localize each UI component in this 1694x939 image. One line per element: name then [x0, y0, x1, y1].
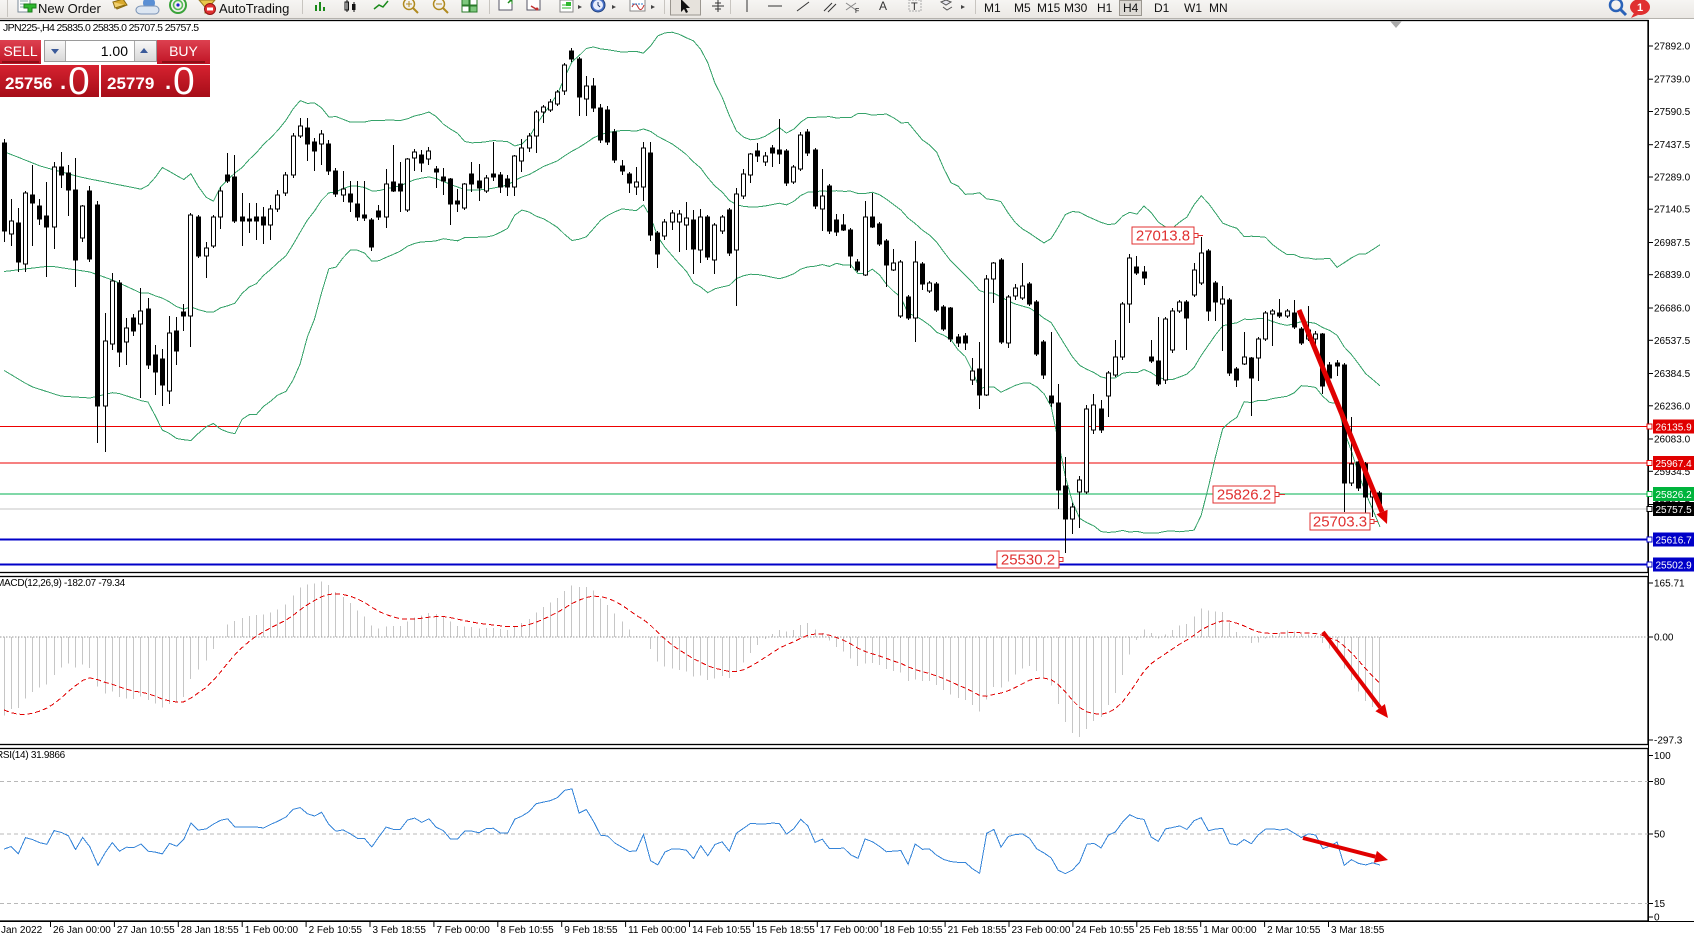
- svg-text:27590.5: 27590.5: [1654, 107, 1691, 118]
- svg-text:25703.3: 25703.3: [1313, 514, 1367, 531]
- svg-text:25967.4: 25967.4: [1656, 459, 1693, 470]
- svg-text:80: 80: [1654, 777, 1666, 788]
- svg-text:21 Feb 18:55: 21 Feb 18:55: [948, 925, 1007, 936]
- svg-text:-297.3: -297.3: [1654, 736, 1683, 747]
- svg-text:28 Jan 18:55: 28 Jan 18:55: [181, 925, 239, 936]
- svg-text:26839.0: 26839.0: [1654, 270, 1691, 281]
- svg-text:25757.5: 25757.5: [1656, 505, 1693, 516]
- svg-text:165.71: 165.71: [1654, 579, 1685, 590]
- svg-text:JPN225-,H4 25835.0 25835.0 25: JPN225-,H4 25835.0 25835.0 25707.5 25757…: [3, 22, 199, 34]
- svg-text:15: 15: [1654, 899, 1666, 910]
- svg-text:100: 100: [1654, 751, 1671, 762]
- svg-text:27437.5: 27437.5: [1654, 140, 1691, 151]
- svg-text:15 Feb 18:55: 15 Feb 18:55: [756, 925, 815, 936]
- svg-text:26537.5: 26537.5: [1654, 336, 1691, 347]
- svg-text:23 Feb 00:00: 23 Feb 00:00: [1012, 925, 1071, 936]
- svg-text:MACD(12,26,9) -182.07 -79.34: MACD(12,26,9) -182.07 -79.34: [0, 578, 126, 589]
- svg-text:RSI(14) 31.9866: RSI(14) 31.9866: [0, 750, 66, 761]
- svg-text:26236.0: 26236.0: [1654, 401, 1691, 412]
- svg-text:25616.7: 25616.7: [1656, 536, 1693, 547]
- svg-text:26686.0: 26686.0: [1654, 304, 1691, 315]
- svg-text:25502.9: 25502.9: [1656, 561, 1693, 572]
- svg-text:9 Feb 18:55: 9 Feb 18:55: [564, 925, 618, 936]
- svg-text:26083.0: 26083.0: [1654, 435, 1691, 446]
- svg-text:A: A: [879, 0, 887, 13]
- svg-text:27739.0: 27739.0: [1654, 75, 1691, 86]
- svg-text:26135.9: 26135.9: [1656, 423, 1693, 434]
- svg-text:24 Feb 10:55: 24 Feb 10:55: [1075, 925, 1134, 936]
- svg-text:1 Mar 00:00: 1 Mar 00:00: [1203, 925, 1257, 936]
- svg-text:25530.2: 25530.2: [1001, 552, 1055, 569]
- svg-text:7 Feb 00:00: 7 Feb 00:00: [436, 925, 490, 936]
- svg-text:0.00: 0.00: [1654, 633, 1674, 644]
- svg-text:50: 50: [1654, 830, 1666, 841]
- svg-text:25 Feb 18:55: 25 Feb 18:55: [1139, 925, 1198, 936]
- svg-text:8 Feb 10:55: 8 Feb 10:55: [500, 925, 554, 936]
- svg-text:26 Jan 00:00: 26 Jan 00:00: [53, 925, 111, 936]
- svg-text:Jan 2022: Jan 2022: [1, 925, 43, 936]
- svg-text:17 Feb 00:00: 17 Feb 00:00: [820, 925, 879, 936]
- svg-text:25826.2: 25826.2: [1217, 487, 1271, 504]
- svg-text:2 Feb 10:55: 2 Feb 10:55: [309, 925, 363, 936]
- svg-text:26987.5: 26987.5: [1654, 238, 1691, 249]
- svg-text:11 Feb 00:00: 11 Feb 00:00: [628, 925, 687, 936]
- svg-text:0: 0: [1654, 913, 1660, 924]
- svg-text:14 Feb 10:55: 14 Feb 10:55: [692, 925, 751, 936]
- svg-text:2 Mar 10:55: 2 Mar 10:55: [1267, 925, 1321, 936]
- svg-text:25826.2: 25826.2: [1656, 490, 1693, 501]
- svg-text:26384.5: 26384.5: [1654, 369, 1691, 380]
- svg-text:18 Feb 10:55: 18 Feb 10:55: [884, 925, 943, 936]
- svg-text:27289.0: 27289.0: [1654, 173, 1691, 184]
- svg-text:27140.5: 27140.5: [1654, 205, 1691, 216]
- svg-text:1: 1: [1637, 2, 1643, 14]
- svg-text:25934.5: 25934.5: [1654, 467, 1691, 478]
- svg-text:3 Feb 18:55: 3 Feb 18:55: [373, 925, 427, 936]
- svg-text:T: T: [911, 1, 918, 13]
- svg-text:27013.8: 27013.8: [1136, 228, 1190, 245]
- svg-text:27892.0: 27892.0: [1654, 42, 1691, 53]
- svg-text:27 Jan 10:55: 27 Jan 10:55: [117, 925, 175, 936]
- svg-text:1 Feb 00:00: 1 Feb 00:00: [245, 925, 299, 936]
- svg-text:3 Mar 18:55: 3 Mar 18:55: [1331, 925, 1385, 936]
- svg-text:F: F: [855, 8, 859, 15]
